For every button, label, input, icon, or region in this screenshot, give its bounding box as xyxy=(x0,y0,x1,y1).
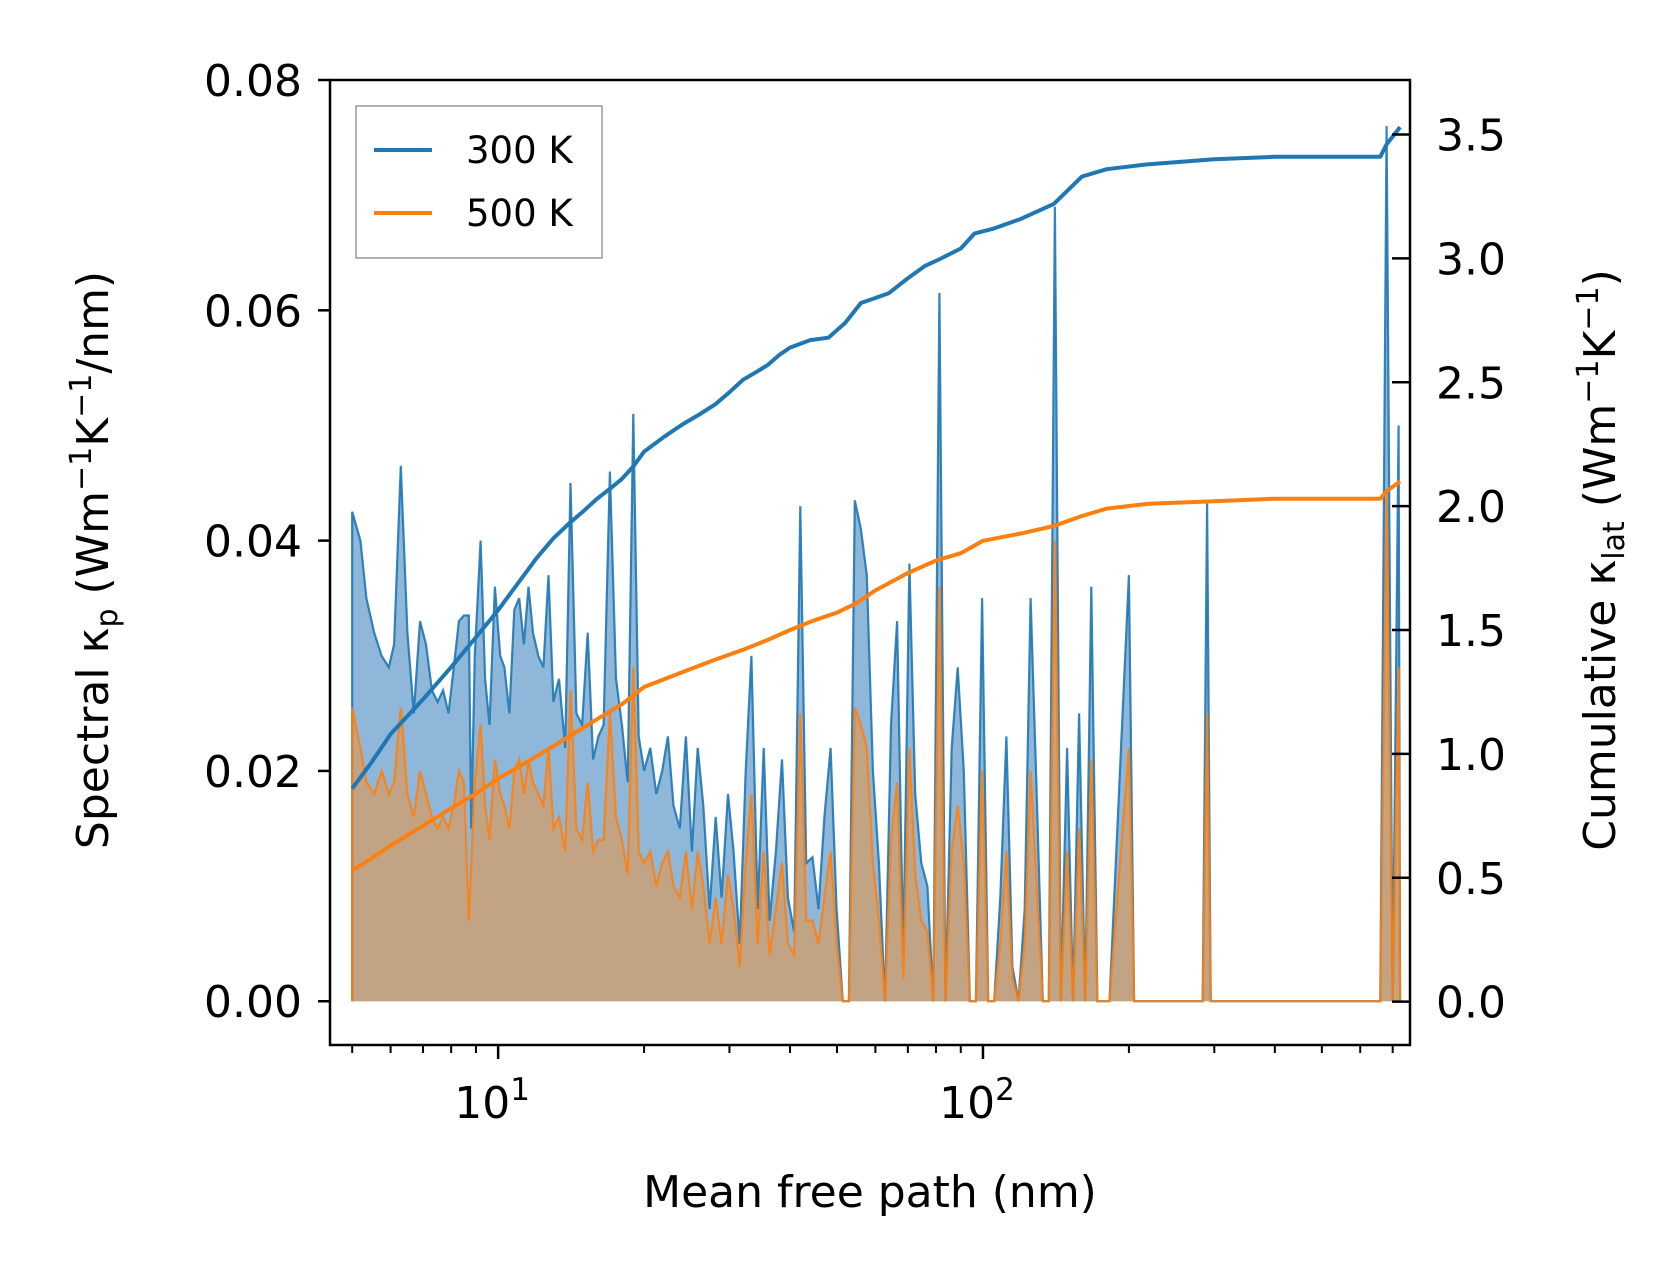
spectral-fill-500k xyxy=(352,494,1401,1002)
spectral-line-500k xyxy=(351,494,1402,1003)
y-left-kappa-sub: p xyxy=(90,608,125,627)
y-right-sup2: −1 xyxy=(1571,286,1606,330)
y-left-sup1: −1 xyxy=(64,447,99,491)
spectral-line-group xyxy=(351,126,1402,1003)
y-left-sup2: −1 xyxy=(64,374,99,418)
y-right-tick-label: 3.0 xyxy=(1436,234,1506,285)
axis-ticks-group: 0.00 0.02 0.04 0.06 0.08 0.0 0.5 1.0 1.5 2.0 2.5 3.… xyxy=(204,56,1506,1129)
legend-label-300k: 300 K xyxy=(466,129,574,172)
x-tick-exponent: 2 xyxy=(995,1072,1015,1108)
y-left-unit-mid: K xyxy=(68,417,119,447)
y-left-tick-label: 0.08 xyxy=(204,56,302,107)
y-left-kappa: κ xyxy=(68,628,119,654)
y-right-tick-label: 2.0 xyxy=(1436,482,1506,533)
y-left-tick-label: 0.00 xyxy=(204,977,302,1028)
cumulative-line-group xyxy=(350,125,1402,873)
y-left-unit-post: /nm) xyxy=(68,271,119,374)
y-right-tick-label: 0.0 xyxy=(1436,978,1506,1029)
legend: 300 K 500 K xyxy=(355,105,603,259)
y-right-tick-label: 3.5 xyxy=(1436,111,1506,162)
y-left-tick-label: 0.02 xyxy=(204,747,302,798)
x-tick-exponent: 1 xyxy=(510,1072,530,1108)
x-tick-label: 101 xyxy=(454,1072,530,1129)
y-left-tick-label: 0.06 xyxy=(204,286,302,337)
y-right-unit-post: ) xyxy=(1575,269,1626,286)
y-right-tick-label: 1.0 xyxy=(1436,730,1506,781)
y-left-unit-pre: (Wm xyxy=(68,491,119,609)
legend-box xyxy=(355,105,603,259)
y-axis-right-title: Cumulative κlat (Wm−1K−1) xyxy=(1571,269,1632,851)
x-tick-base: 10 xyxy=(454,1078,510,1129)
y-right-tick-label: 1.5 xyxy=(1436,606,1506,657)
y-axis-left-title: Spectral κp (Wm−1K−1/nm) xyxy=(64,271,125,849)
plot-frame xyxy=(328,78,1412,1047)
y-right-tick-label: 2.5 xyxy=(1436,358,1506,409)
x-axis-title: Mean free path (nm) xyxy=(643,1167,1097,1218)
spectral-line-300k xyxy=(351,126,1402,1003)
cumulative-line-300k xyxy=(350,125,1402,790)
y-right-kappa-sub: lat xyxy=(1597,521,1632,560)
y-right-unit-mid: K xyxy=(1575,329,1626,359)
x-tick-base: 10 xyxy=(939,1078,995,1129)
y-left-prefix: Spectral xyxy=(68,653,119,849)
y-right-prefix: Cumulative xyxy=(1575,586,1626,851)
y-right-tick-label: 0.5 xyxy=(1436,854,1506,905)
x-tick-label: 102 xyxy=(939,1072,1015,1129)
cumulative-line-500k xyxy=(351,479,1402,873)
y-right-sup1: −1 xyxy=(1571,359,1606,403)
y-right-kappa: κ xyxy=(1575,560,1626,586)
y-left-tick-label: 0.04 xyxy=(204,517,302,568)
legend-label-500k: 500 K xyxy=(466,192,574,235)
y-right-unit-pre: (Wm xyxy=(1575,404,1626,522)
